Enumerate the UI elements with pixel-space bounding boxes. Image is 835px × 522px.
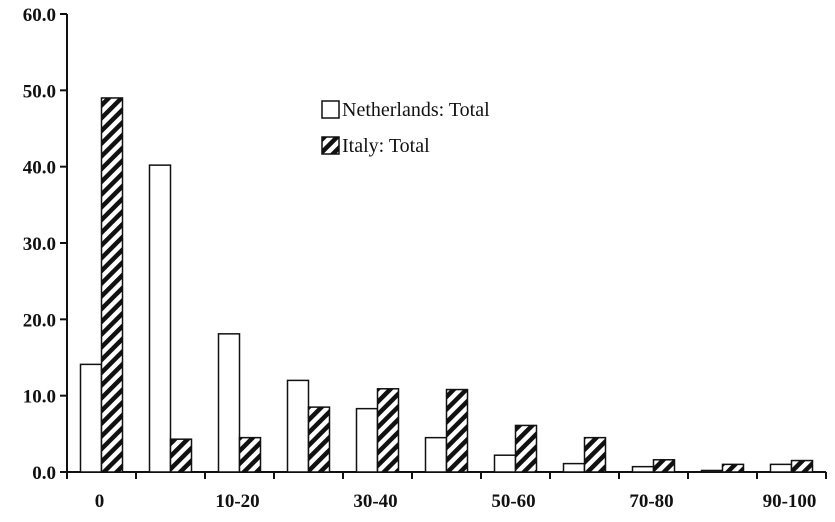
bar-netherlands [286,379,310,473]
bar-italy [790,459,814,473]
bar-netherlands [148,164,172,473]
bar-italy [376,388,400,473]
bar-netherlands [493,454,517,473]
legend: Netherlands: Total Italy: Total [321,99,490,157]
legend-label: Italy: Total [342,135,430,157]
bar-italy [445,388,469,473]
bar-italy [514,424,538,473]
bar-netherlands [631,465,655,473]
x-tick-label: 70-80 [629,491,673,512]
bar-italy [583,436,607,473]
bar-netherlands [217,333,241,473]
x-tick-label: 30-40 [353,491,397,512]
x-tick-label: 10-20 [215,491,259,512]
legend-swatch-netherlands [321,100,340,119]
y-tick-label: 60.0 [23,5,56,26]
y-tick-label: 20.0 [23,310,56,331]
bar-netherlands [769,463,793,473]
y-tick-label: 50.0 [23,81,56,102]
y-tick-label: 30.0 [23,234,56,255]
x-tick-label: 90-100 [763,491,817,512]
bar-netherlands [562,462,586,473]
bar-italy [721,463,745,473]
y-tick-label: 10.0 [23,387,56,408]
bar-netherlands [700,469,724,473]
bar-netherlands [355,407,379,473]
x-tick-label: 50-60 [491,491,535,512]
x-tick-label: 0 [95,491,105,512]
y-tick-label: 0.0 [32,463,56,484]
bar-italy [169,438,193,473]
bar-italy [652,459,676,473]
bar-netherlands [79,363,103,473]
bars [79,97,814,473]
legend-swatch-italy [321,136,340,155]
bar-italy [307,406,331,473]
axes: 0.0 10.0 20.0 30.0 40.0 50.0 60.0 0 10-20 30-40 50… [23,5,827,512]
legend-label: Netherlands: Total [342,99,490,121]
y-tick-label: 40.0 [23,158,56,179]
bar-italy [100,97,124,473]
bar-netherlands [424,436,448,473]
bar-italy [238,436,262,473]
